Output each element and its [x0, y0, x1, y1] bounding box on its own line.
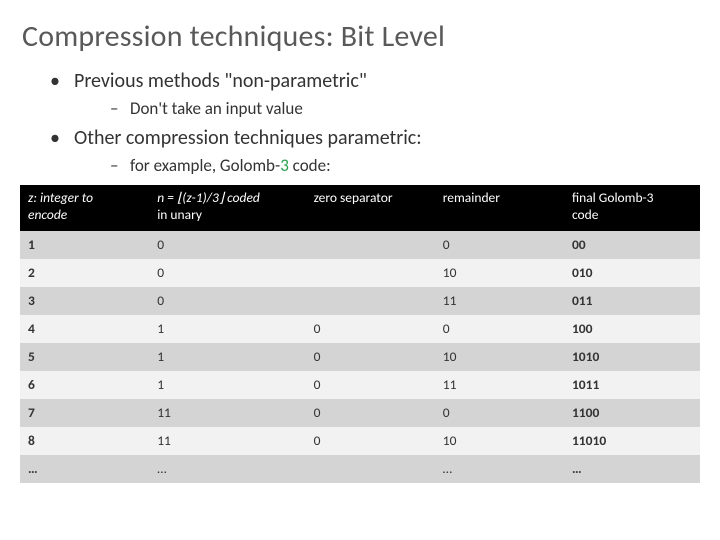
cell-sep: 0 — [306, 399, 435, 427]
table-row: 6 1 0 11 1011 — [20, 371, 700, 399]
cell-sep — [306, 287, 435, 315]
table-row: 5 1 0 10 1010 — [20, 343, 700, 371]
col-code: final Golomb-3 code — [564, 185, 700, 231]
col-sep: zero separator — [306, 185, 435, 231]
golomb-table: z: integer to encode n = ⌊(z-1)/3⌋ coded… — [20, 185, 700, 483]
col-z-line1: z: integer to — [28, 189, 93, 206]
bullet-1-sub-1: Don't take an input value — [110, 98, 700, 120]
table-row: 1 0 0 00 — [20, 231, 700, 259]
col-n: n = ⌊(z-1)/3⌋ coded in unary — [149, 185, 305, 231]
table-header-row: z: integer to encode n = ⌊(z-1)/3⌋ coded… — [20, 185, 700, 231]
cell-n: 0 — [149, 259, 305, 287]
cell-rem: 0 — [435, 315, 564, 343]
cell-rem: … — [435, 455, 564, 483]
bullet-2-text: Other compression techniques parametric: — [74, 126, 422, 150]
cell-n: 0 — [149, 231, 305, 259]
cell-n: 11 — [149, 427, 305, 455]
cell-rem: 10 — [435, 343, 564, 371]
cell-z: 8 — [20, 427, 149, 455]
cell-sep: 0 — [306, 315, 435, 343]
cell-n: 1 — [149, 315, 305, 343]
cell-rem: 0 — [435, 231, 564, 259]
cell-rem: 10 — [435, 259, 564, 287]
table-row: … … … … — [20, 455, 700, 483]
bullet-2-sub-1-suffix: code: — [289, 155, 331, 176]
col-code-line1: final Golomb-3 — [572, 189, 654, 206]
bullet-2-sub-1-num: 3 — [280, 155, 289, 176]
cell-n: 1 — [149, 371, 305, 399]
cell-sep — [306, 455, 435, 483]
bullet-1-sub: Don't take an input value — [74, 98, 700, 120]
slide: Compression techniques: Bit Level Previo… — [0, 0, 720, 540]
cell-sep: 0 — [306, 371, 435, 399]
golomb-table-wrap: z: integer to encode n = ⌊(z-1)/3⌋ coded… — [20, 185, 700, 483]
col-n-line2: in unary — [157, 206, 202, 223]
cell-sep — [306, 231, 435, 259]
bullet-2-sub: for example, Golomb-3 code: — [74, 155, 700, 177]
cell-code: 011 — [564, 287, 700, 315]
page-title: Compression techniques: Bit Level — [22, 18, 700, 55]
cell-z: 5 — [20, 343, 149, 371]
table-row: 3 0 11 011 — [20, 287, 700, 315]
bullet-list: Previous methods "non-parametric" Don't … — [20, 69, 700, 177]
cell-code: 010 — [564, 259, 700, 287]
cell-code: 1011 — [564, 371, 700, 399]
cell-z: 2 — [20, 259, 149, 287]
bullet-2-sub-1: for example, Golomb-3 code: — [110, 155, 700, 177]
table-row: 4 1 0 0 100 — [20, 315, 700, 343]
table-head: z: integer to encode n = ⌊(z-1)/3⌋ coded… — [20, 185, 700, 231]
col-z: z: integer to encode — [20, 185, 149, 231]
cell-sep: 0 — [306, 343, 435, 371]
cell-n: … — [149, 455, 305, 483]
table-body: 1 0 0 00 2 0 10 010 3 0 11 — [20, 231, 700, 483]
table-row: 7 11 0 0 1100 — [20, 399, 700, 427]
bullet-1: Previous methods "non-parametric" Don't … — [50, 69, 700, 120]
cell-rem: 11 — [435, 371, 564, 399]
col-rem: remainder — [435, 185, 564, 231]
cell-code: 1010 — [564, 343, 700, 371]
cell-n: 0 — [149, 287, 305, 315]
cell-sep: 0 — [306, 427, 435, 455]
cell-z: 7 — [20, 399, 149, 427]
cell-z: 4 — [20, 315, 149, 343]
cell-code: 00 — [564, 231, 700, 259]
cell-code: … — [564, 455, 700, 483]
cell-code: 1100 — [564, 399, 700, 427]
cell-z: … — [20, 455, 149, 483]
cell-n: 11 — [149, 399, 305, 427]
table-row: 8 11 0 10 11010 — [20, 427, 700, 455]
cell-sep — [306, 259, 435, 287]
cell-z: 6 — [20, 371, 149, 399]
col-code-line2: code — [572, 206, 599, 223]
cell-rem: 11 — [435, 287, 564, 315]
cell-rem: 10 — [435, 427, 564, 455]
cell-z: 3 — [20, 287, 149, 315]
cell-n: 1 — [149, 343, 305, 371]
cell-code: 11010 — [564, 427, 700, 455]
cell-code: 100 — [564, 315, 700, 343]
cell-z: 1 — [20, 231, 149, 259]
bullet-2-sub-1-prefix: for example, Golomb- — [130, 155, 280, 176]
col-n-line1: n = ⌊(z-1)/3⌋ coded — [157, 189, 260, 206]
col-z-line2: encode — [28, 206, 67, 223]
bullet-1-text: Previous methods "non-parametric" — [74, 69, 367, 93]
bullet-2: Other compression techniques parametric:… — [50, 126, 700, 177]
table-row: 2 0 10 010 — [20, 259, 700, 287]
cell-rem: 0 — [435, 399, 564, 427]
